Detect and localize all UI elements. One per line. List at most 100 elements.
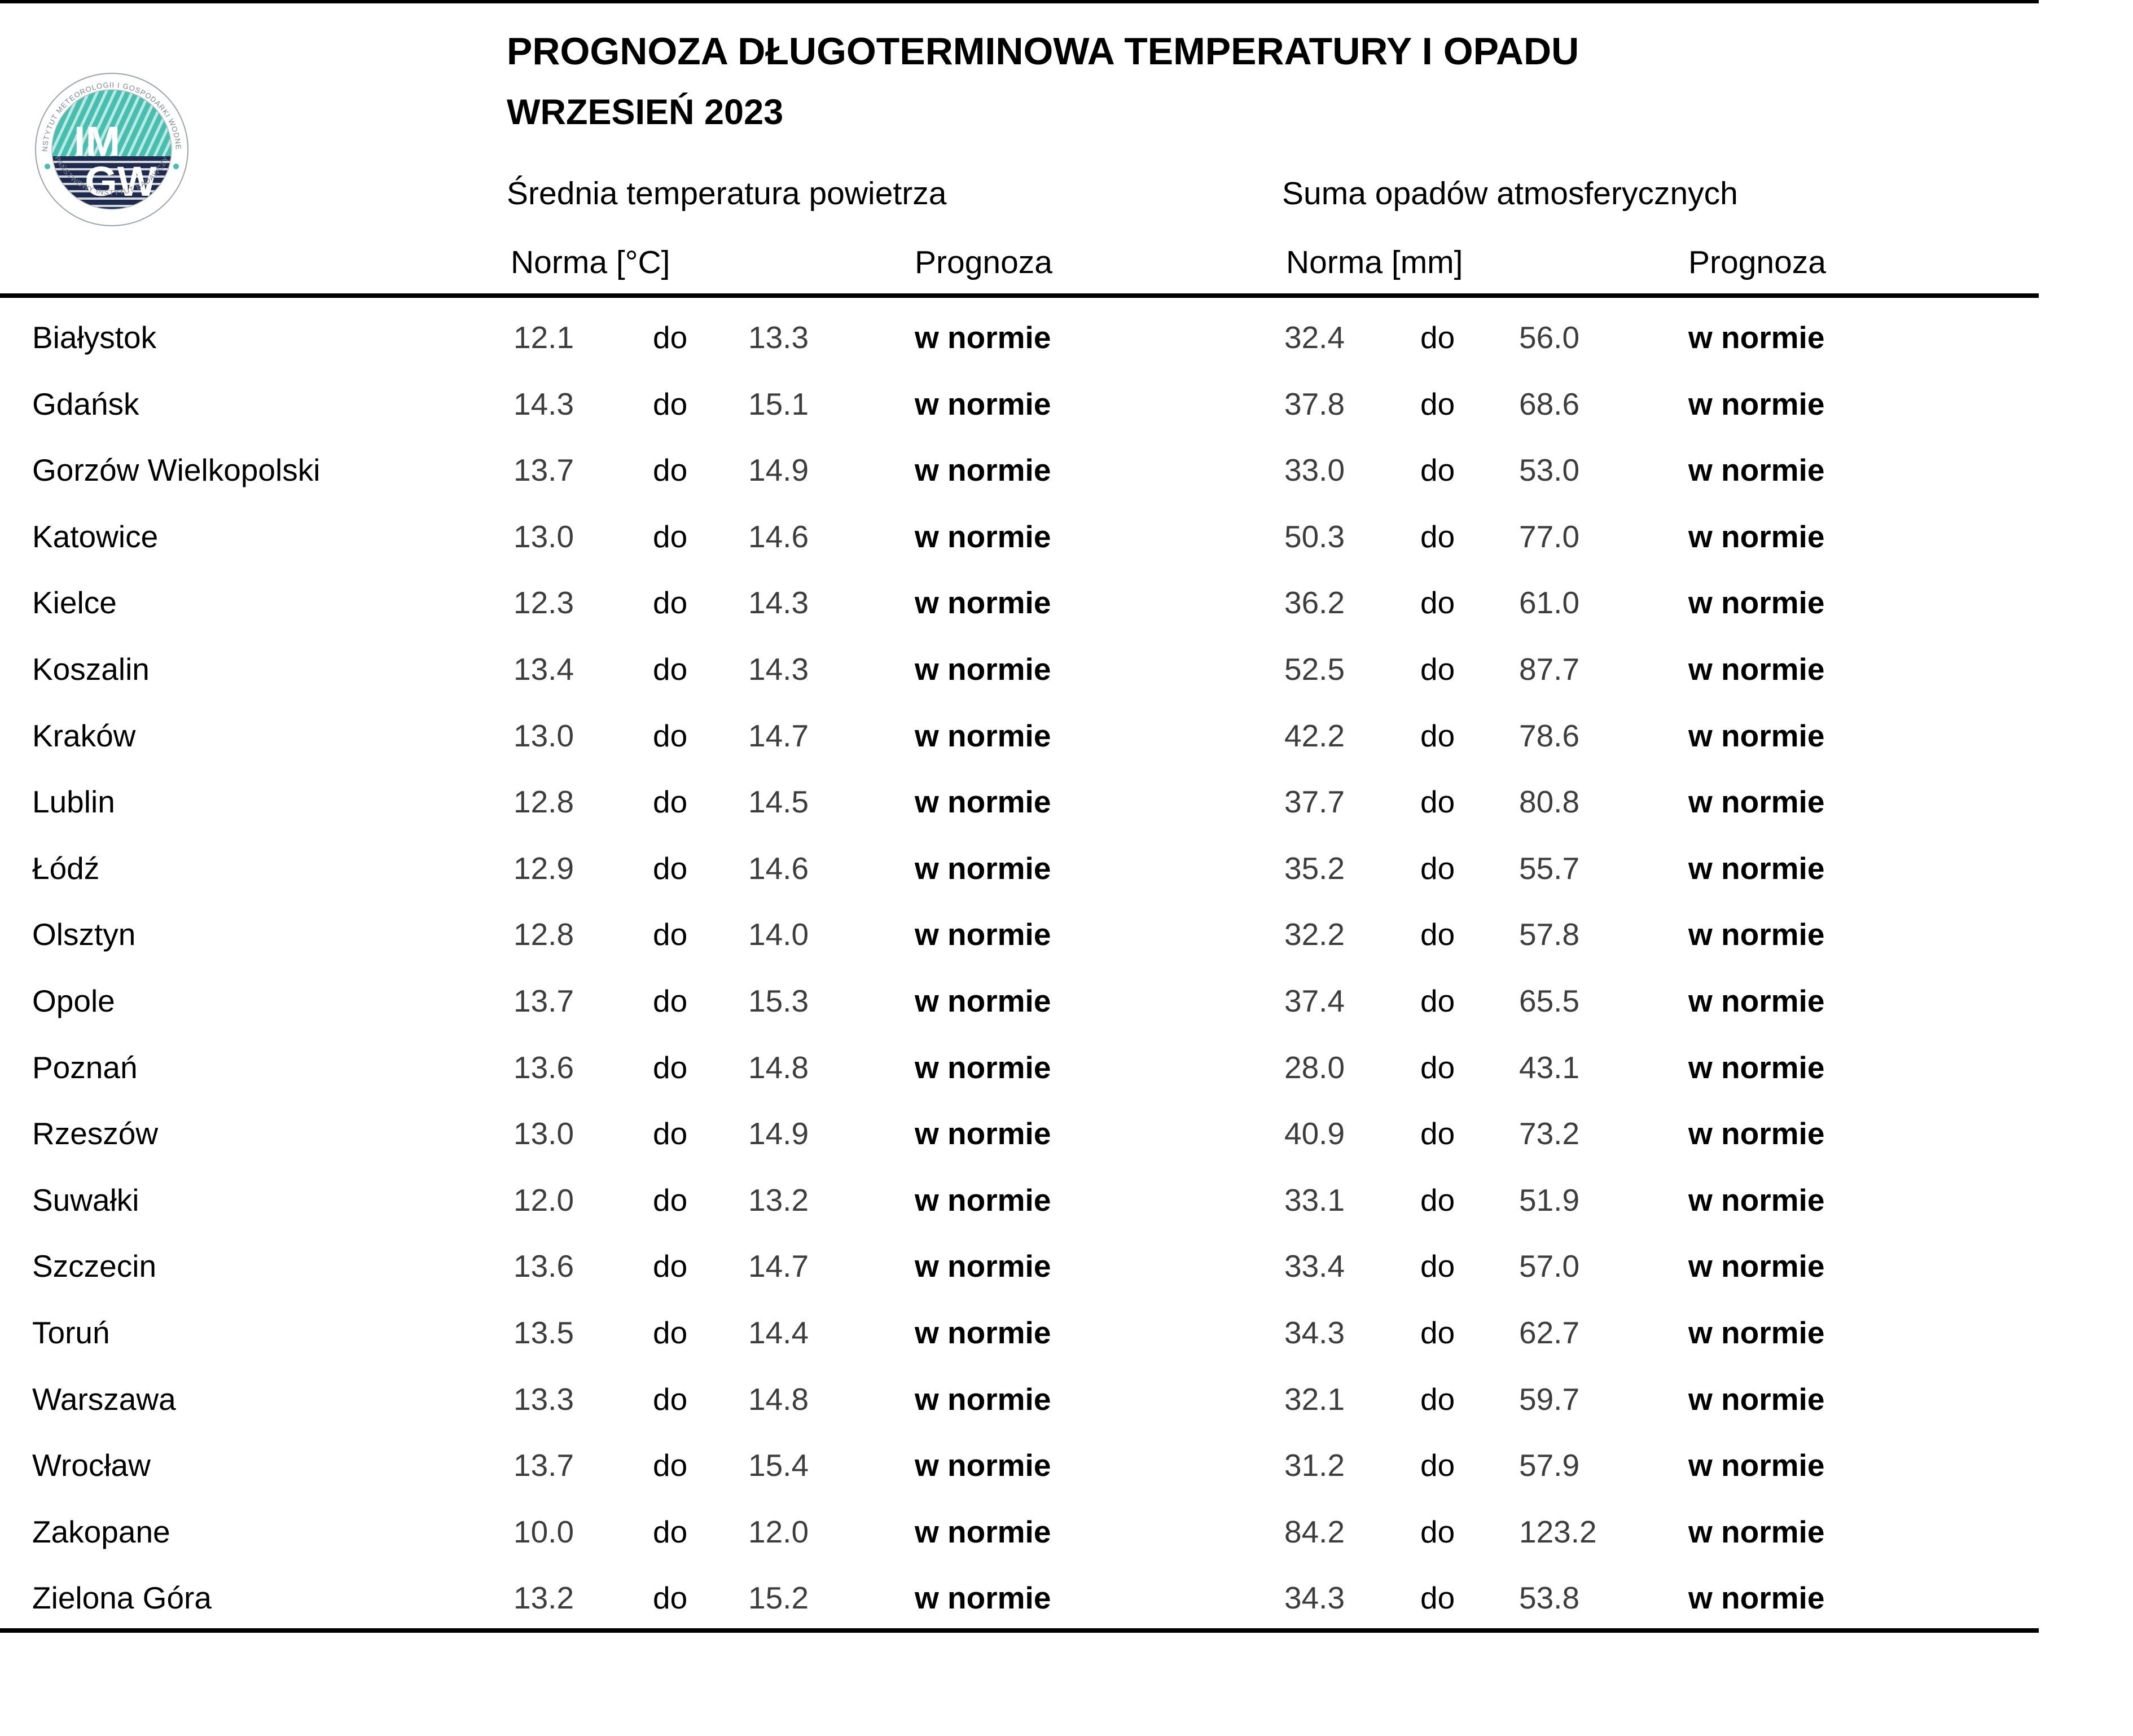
precip-forecast-cell: w normie (1688, 1514, 1825, 1549)
temp-range-separator: do (653, 1049, 688, 1085)
precip-norm-low-cell: 37.4 (1284, 983, 1345, 1018)
table-row: Toruń 13.5 do 14.4 w normie 34.3 do 62.7 w normi… (0, 1299, 2133, 1366)
table-row: Opole 13.7 do 15.3 w normie 37.4 do 65.5 w normi… (0, 968, 2133, 1034)
precip-range-separator: do (1420, 1580, 1455, 1616)
temp-forecast-cell: w normie (915, 1049, 1051, 1085)
precip-norm-low-cell: 28.0 (1284, 1049, 1345, 1085)
temp-norm-low-cell: 13.5 (514, 1315, 574, 1350)
precip-norm-low-cell: 50.3 (1284, 518, 1345, 554)
temp-norm-high-cell: 14.6 (748, 850, 809, 886)
precip-forecast-cell: w normie (1688, 1448, 1825, 1483)
city-cell: Lublin (32, 784, 115, 820)
city-cell: Białystok (32, 320, 157, 355)
temp-forecast-cell: w normie (915, 784, 1051, 820)
city-cell: Suwałki (32, 1182, 139, 1218)
page-subtitle-month: WRZESIEŃ 2023 (507, 93, 784, 132)
temp-range-separator: do (653, 1315, 688, 1350)
precip-norm-high-cell: 55.7 (1519, 850, 1580, 886)
table-row: Koszalin 13.4 do 14.3 w normie 52.5 do 87.7 w no… (0, 636, 2133, 702)
temp-norm-low-cell: 13.4 (514, 652, 574, 687)
precip-forecast-cell: w normie (1688, 652, 1825, 687)
precip-norm-high-cell: 77.0 (1519, 518, 1580, 554)
table-row: Zielona Góra 13.2 do 15.2 w normie 34.3 do 53.8… (0, 1564, 2133, 1631)
temp-norm-high-cell: 14.4 (748, 1315, 809, 1350)
precipitation-forecast-column-header: Prognoza (1688, 244, 1827, 280)
precip-range-separator: do (1420, 1049, 1455, 1085)
precip-norm-high-cell: 123.2 (1519, 1514, 1597, 1549)
temp-norm-low-cell: 12.0 (514, 1182, 574, 1218)
temp-range-separator: do (653, 1249, 688, 1284)
table-row: Lublin 12.8 do 14.5 w normie 37.7 do 80.8 w norm… (0, 768, 2133, 835)
temp-forecast-cell: w normie (915, 652, 1051, 687)
precip-norm-low-cell: 42.2 (1284, 718, 1345, 753)
city-cell: Olsztyn (32, 917, 136, 952)
precip-norm-low-cell: 32.1 (1284, 1381, 1345, 1417)
precip-norm-low-cell: 34.3 (1284, 1580, 1345, 1616)
temp-norm-low-cell: 13.7 (514, 983, 574, 1018)
precip-norm-low-cell: 37.7 (1284, 784, 1345, 820)
temp-range-separator: do (653, 386, 688, 421)
temp-range-separator: do (653, 1580, 688, 1616)
temp-forecast-cell: w normie (915, 917, 1051, 952)
precip-forecast-cell: w normie (1688, 784, 1825, 820)
city-cell: Wrocław (32, 1448, 151, 1483)
precip-norm-low-cell: 31.2 (1284, 1448, 1345, 1483)
precip-range-separator: do (1420, 1448, 1455, 1483)
city-cell: Kielce (32, 585, 117, 621)
precip-forecast-cell: w normie (1688, 1249, 1825, 1284)
precip-norm-low-cell: 52.5 (1284, 652, 1345, 687)
temp-forecast-cell: w normie (915, 1116, 1051, 1152)
table-row: Katowice 13.0 do 14.6 w normie 50.3 do 77.0 w no… (0, 503, 2133, 570)
precip-norm-high-cell: 53.0 (1519, 452, 1580, 488)
temp-norm-low-cell: 13.0 (514, 518, 574, 554)
city-cell: Kraków (32, 718, 136, 753)
precip-range-separator: do (1420, 1315, 1455, 1350)
precip-norm-low-cell: 33.4 (1284, 1249, 1345, 1284)
precip-forecast-cell: w normie (1688, 1381, 1825, 1417)
precip-range-separator: do (1420, 1116, 1455, 1152)
table-row: Szczecin 13.6 do 14.7 w normie 33.4 do 57.0 w no… (0, 1233, 2133, 1299)
temp-norm-low-cell: 12.8 (514, 917, 574, 952)
precip-range-separator: do (1420, 917, 1455, 952)
precip-forecast-cell: w normie (1688, 386, 1825, 421)
logo-inner-ring (51, 89, 172, 210)
precip-norm-low-cell: 33.1 (1284, 1182, 1345, 1218)
precip-norm-low-cell: 84.2 (1284, 1514, 1345, 1549)
precip-forecast-cell: w normie (1688, 1315, 1825, 1350)
temp-range-separator: do (653, 917, 688, 952)
temp-forecast-cell: w normie (915, 320, 1051, 355)
precip-norm-high-cell: 57.9 (1519, 1448, 1580, 1483)
precip-forecast-cell: w normie (1688, 1116, 1825, 1152)
precip-range-separator: do (1420, 718, 1455, 753)
precip-norm-high-cell: 65.5 (1519, 983, 1580, 1018)
temp-range-separator: do (653, 518, 688, 554)
temp-range-separator: do (653, 718, 688, 753)
precip-norm-low-cell: 34.3 (1284, 1315, 1345, 1350)
temp-range-separator: do (653, 983, 688, 1018)
temp-norm-low-cell: 12.9 (514, 850, 574, 886)
temp-forecast-cell: w normie (915, 850, 1051, 886)
temp-range-separator: do (653, 320, 688, 355)
temp-range-separator: do (653, 652, 688, 687)
temp-range-separator: do (653, 850, 688, 886)
precip-range-separator: do (1420, 850, 1455, 886)
page-title: PROGNOZA DŁUGOTERMINOWA TEMPERATURY I OP… (507, 30, 1579, 73)
temp-norm-high-cell: 14.9 (748, 1116, 809, 1152)
temp-range-separator: do (653, 784, 688, 820)
temp-range-separator: do (653, 1116, 688, 1152)
table-row: Kielce 12.3 do 14.3 w normie 36.2 do 61.0 w norm… (0, 569, 2133, 636)
temp-forecast-cell: w normie (915, 1381, 1051, 1417)
city-cell: Koszalin (32, 652, 150, 687)
precip-norm-low-cell: 33.0 (1284, 452, 1345, 488)
temp-norm-high-cell: 15.1 (748, 386, 809, 421)
precip-norm-high-cell: 56.0 (1519, 320, 1580, 355)
bottom-rule (0, 1628, 2039, 1633)
table-row: Rzeszów 13.0 do 14.9 w normie 40.9 do 73.2 w nor… (0, 1100, 2133, 1167)
logo-right-dot (173, 164, 179, 169)
city-cell: Toruń (32, 1315, 110, 1350)
table-row: Gorzów Wielkopolski 13.7 do 14.9 w normie 33.… (0, 437, 2133, 503)
city-cell: Gdańsk (32, 386, 139, 421)
temp-norm-high-cell: 14.0 (748, 917, 809, 952)
temp-norm-high-cell: 15.2 (748, 1580, 809, 1616)
precip-range-separator: do (1420, 585, 1455, 621)
